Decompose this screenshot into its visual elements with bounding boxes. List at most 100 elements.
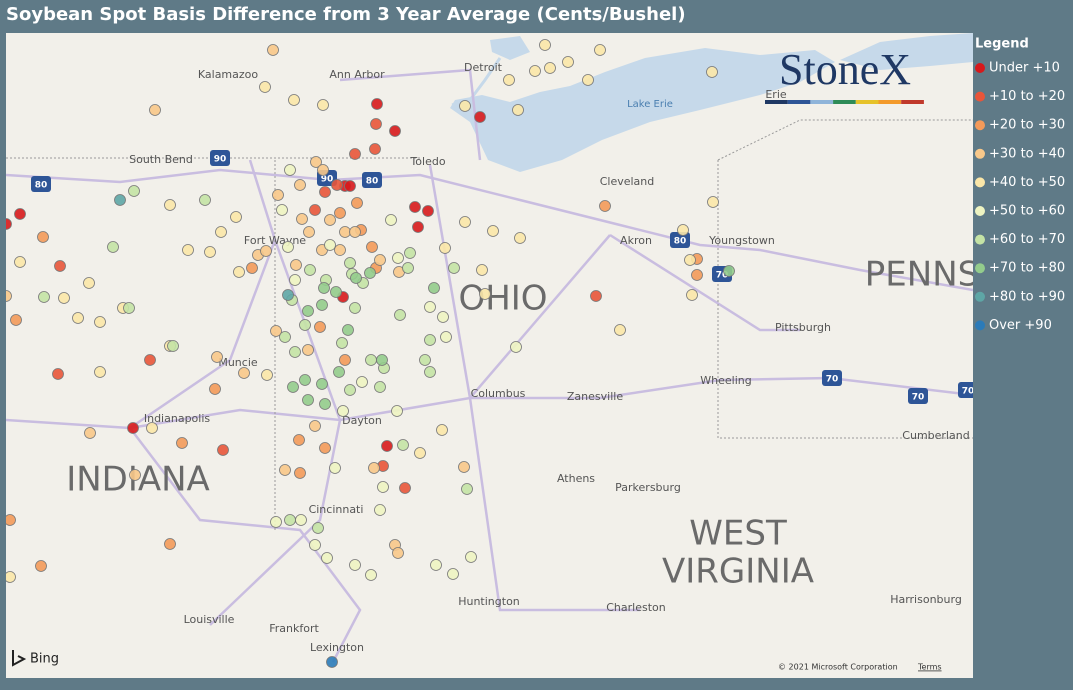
location-dot [412, 221, 424, 233]
highway-shield [958, 382, 973, 398]
location-dot [324, 239, 336, 251]
legend-label: +40 to +50 [989, 175, 1065, 190]
location-dot [233, 266, 245, 278]
location-dot [52, 368, 64, 380]
city-label: Kalamazoo [198, 68, 259, 81]
legend: Under +10 +10 to +20 +20 to +30 +30 to +40 +… [975, 61, 1065, 333]
location-dot [474, 111, 486, 123]
location-dot [374, 504, 386, 516]
location-dot [289, 274, 301, 286]
location-dot [529, 65, 541, 77]
location-dot [614, 324, 626, 336]
location-dot [409, 201, 421, 213]
location-dot [337, 405, 349, 417]
terms-link[interactable]: Terms [917, 663, 942, 672]
location-dot [349, 302, 361, 314]
location-dot [293, 434, 305, 446]
location-dot [349, 226, 361, 238]
location-dot [314, 321, 326, 333]
highway-label: 80 [35, 181, 48, 191]
location-dot [399, 482, 411, 494]
location-dot [329, 462, 341, 474]
location-dot [215, 226, 227, 238]
location-dot [309, 204, 321, 216]
road [129, 376, 973, 430]
location-dot [302, 344, 314, 356]
logo-bar [765, 100, 788, 104]
location-dot [582, 74, 594, 86]
location-dot [447, 568, 459, 580]
legend-label: +30 to +40 [989, 146, 1065, 161]
location-dot [287, 381, 299, 393]
city-label: Harrisonburg [890, 593, 962, 606]
location-dot [127, 422, 139, 434]
highway-label: 70 [826, 375, 839, 385]
bing-icon [12, 650, 27, 667]
location-dot [691, 269, 703, 281]
location-dot [6, 218, 12, 230]
road [129, 427, 362, 663]
location-dot [94, 316, 106, 328]
location-dot [299, 319, 311, 331]
highway-label: 70 [962, 387, 975, 397]
road [339, 68, 482, 161]
location-dot [677, 224, 689, 236]
legend-label: Under +10 [989, 61, 1060, 76]
location-dot [294, 467, 306, 479]
city-label: Youngstown [708, 234, 775, 247]
location-dot [365, 569, 377, 581]
location-dot [164, 538, 176, 550]
location-dot [684, 254, 696, 266]
legend-title: Legend [975, 37, 1029, 52]
highway-label: 70 [716, 271, 729, 281]
location-dot [295, 514, 307, 526]
location-dot [211, 351, 223, 363]
bing-label: Bing [30, 652, 59, 667]
location-dot [336, 337, 348, 349]
highway-label: 90 [214, 155, 227, 165]
location-dot [284, 164, 296, 176]
location-dot [371, 98, 383, 110]
location-dot [391, 405, 403, 417]
location-dot [487, 225, 499, 237]
copyright: © 2021 Microsoft Corporation [778, 663, 898, 672]
location-dot [128, 185, 140, 197]
state-border [717, 160, 973, 439]
legend-label: +50 to +60 [989, 204, 1065, 219]
location-dot [334, 244, 346, 256]
location-dot [706, 66, 718, 78]
location-dot [6, 290, 12, 302]
location-dot [402, 262, 414, 274]
location-dot [54, 260, 66, 272]
location-dot [419, 354, 431, 366]
city-label: Zanesville [567, 390, 623, 403]
location-dot [510, 341, 522, 353]
location-dot [318, 282, 330, 294]
location-dot [539, 39, 551, 51]
location-dot [267, 44, 279, 56]
location-dot [422, 205, 434, 217]
city-label: Cincinnati [309, 503, 364, 516]
location-dot [334, 207, 346, 219]
location-dot [317, 99, 329, 111]
legend-dot [975, 177, 985, 188]
location-dot [459, 100, 471, 112]
location-dot [459, 216, 471, 228]
location-dot [312, 522, 324, 534]
location-dot [351, 197, 363, 209]
location-dot [204, 246, 216, 258]
location-dot [260, 245, 272, 257]
city-label: Louisville [184, 613, 235, 626]
location-dot [14, 208, 26, 220]
location-dot [72, 312, 84, 324]
location-dot [381, 440, 393, 452]
highway-label: 70 [912, 393, 925, 403]
location-dot [461, 483, 473, 495]
highway-label: 90 [321, 175, 334, 185]
road [428, 164, 472, 399]
location-dot [217, 444, 229, 456]
city-label: Muncie [218, 356, 258, 369]
location-dot [707, 196, 719, 208]
location-dot [397, 439, 409, 451]
location-dot [599, 200, 611, 212]
